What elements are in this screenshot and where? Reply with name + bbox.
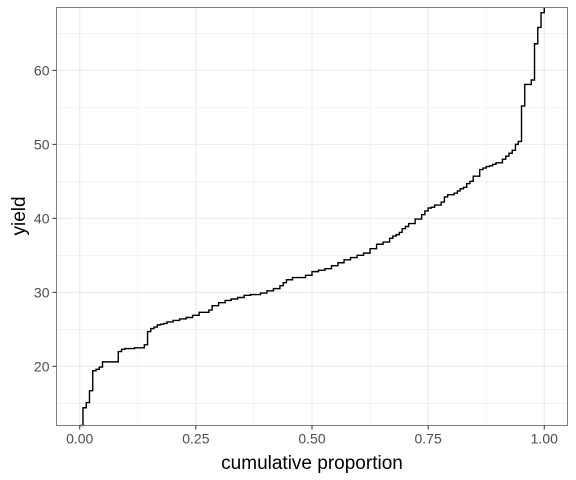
y-tick-label: 60 xyxy=(34,62,50,78)
major-gridlines xyxy=(56,7,568,426)
x-tick-label: 0.50 xyxy=(298,431,325,447)
x-axis-title: cumulative proportion xyxy=(221,453,403,474)
y-axis-title: yield xyxy=(9,196,30,235)
y-tick-label: 30 xyxy=(34,284,50,300)
x-tick-label: 0.75 xyxy=(415,431,442,447)
ecdf-step-line xyxy=(79,7,545,427)
y-axis-ticks: 20 30 40 50 60 xyxy=(34,62,57,374)
y-tick-label: 50 xyxy=(34,136,50,152)
x-tick-label: 0.25 xyxy=(182,431,209,447)
y-tick-label: 20 xyxy=(34,358,50,374)
x-axis-ticks: 0.00 0.25 0.50 0.75 1.00 xyxy=(66,425,558,447)
x-tick-label: 0.00 xyxy=(66,431,93,447)
y-tick-label: 40 xyxy=(34,210,50,226)
x-tick-label: 1.00 xyxy=(531,431,558,447)
